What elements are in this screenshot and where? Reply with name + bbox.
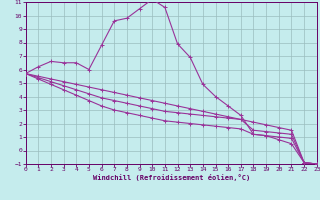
X-axis label: Windchill (Refroidissement éolien,°C): Windchill (Refroidissement éolien,°C) bbox=[92, 174, 250, 181]
